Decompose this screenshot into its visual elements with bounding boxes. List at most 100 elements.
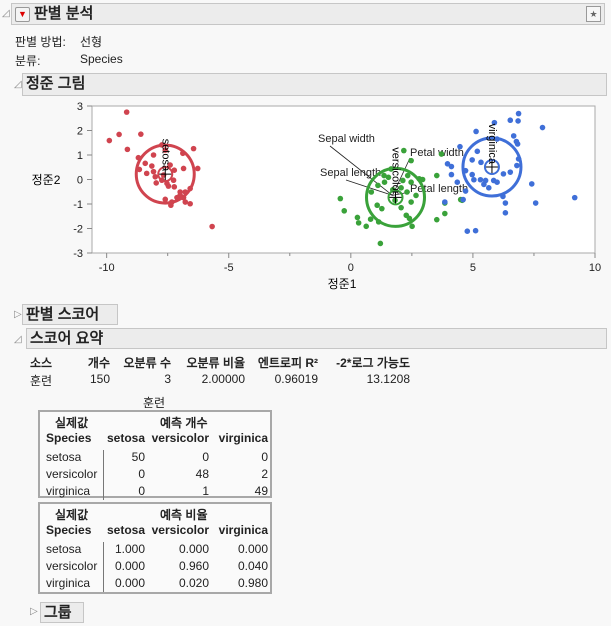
data-point (123, 109, 130, 115)
table-cell: 3 (164, 372, 171, 386)
disclosure-closed-icon[interactable]: ▷ (30, 606, 38, 617)
y-tick-label: -2 (73, 224, 83, 236)
report-header: ▼ 판별 분석 ★ (11, 3, 605, 25)
data-point (171, 184, 178, 190)
canonical-plot-header[interactable]: 정준 그림 (22, 73, 607, 96)
data-point (354, 214, 361, 221)
x-tick-label: 5 (470, 262, 476, 274)
table-cell: 2.00000 (201, 372, 245, 386)
x-tick-label: -5 (224, 262, 234, 274)
data-point (491, 119, 498, 126)
y-tick-label: 1 (77, 150, 83, 162)
count-table: 실제값 예측 개수 Species setosa versicolor virginica… (38, 410, 272, 500)
column-header: 오분류 수 (123, 356, 172, 370)
confidence-ellipse (461, 136, 523, 198)
x-tick-label: -10 (99, 262, 115, 274)
data-point (413, 192, 419, 199)
table-cell: 0.020 (178, 576, 209, 590)
data-point (500, 171, 507, 177)
data-point (442, 199, 448, 205)
data-point (460, 196, 466, 203)
groups-title: 그룹 (44, 604, 72, 621)
score-summary-header[interactable]: 스코어 요약 (26, 328, 607, 349)
confidence-ellipse (365, 166, 427, 228)
groups-header[interactable]: 그룹 (40, 602, 84, 623)
table-cell: 0 (138, 467, 145, 481)
data-point (454, 179, 461, 185)
data-point (375, 182, 381, 189)
column-header: 소스 (30, 356, 53, 370)
discriminant-scores-header[interactable]: 판별 스코어 (22, 304, 118, 325)
mean-circle (387, 189, 404, 206)
data-point (368, 189, 375, 195)
ray-label: Petal width (410, 147, 464, 159)
data-point (478, 159, 484, 166)
data-point (502, 200, 509, 206)
x-tick-label: 10 (589, 262, 601, 274)
data-point (408, 179, 414, 185)
disclosure-open-icon[interactable]: ◿ (14, 334, 22, 345)
data-point (385, 174, 392, 181)
data-point (472, 227, 479, 234)
data-point (507, 117, 514, 124)
bookmark-icon[interactable]: ★ (586, 6, 601, 22)
data-point (404, 172, 411, 179)
data-point (165, 183, 172, 189)
data-point (162, 147, 169, 153)
data-point (400, 177, 406, 184)
data-point (367, 216, 374, 222)
disclosure-closed-icon[interactable]: ▷ (14, 309, 22, 320)
y-axis-label: 정준2 (32, 173, 61, 187)
table-cell: 0.000 (237, 542, 268, 556)
data-point (448, 163, 455, 170)
column-header: setosa (106, 523, 145, 537)
divider (103, 450, 104, 500)
data-point (515, 118, 521, 124)
data-point (419, 176, 426, 183)
data-point (374, 202, 380, 209)
y-tick-label: 2 (77, 126, 83, 138)
data-point (515, 110, 522, 117)
data-point (153, 180, 160, 186)
class-value: Species (80, 52, 123, 66)
group-label: setosa (159, 139, 171, 172)
training-label: 훈련 (143, 396, 166, 410)
row-label: setosa (46, 542, 82, 556)
table-cell: 0.960 (178, 559, 209, 573)
disclosure-open-icon[interactable]: ◿ (2, 8, 10, 19)
data-point (469, 171, 475, 178)
data-point (150, 152, 157, 158)
data-point (442, 210, 448, 217)
predicted-label: 예측 비율 (160, 508, 208, 522)
column-header: 개수 (87, 356, 110, 370)
data-point (539, 124, 546, 131)
score-summary-title: 스코어 요약 (30, 330, 104, 347)
data-point (444, 161, 451, 167)
table-cell: 0 (202, 450, 209, 464)
data-point (448, 171, 455, 178)
data-point (409, 223, 415, 230)
data-point (502, 210, 509, 216)
data-point (190, 145, 197, 152)
table-cell: 0.980 (237, 576, 268, 590)
data-point (473, 128, 479, 135)
red-triangle-menu-icon[interactable]: ▼ (15, 7, 30, 22)
mean-marker (485, 161, 498, 174)
disclosure-open-icon[interactable]: ◿ (14, 79, 22, 90)
ray-label: Petal length (410, 183, 468, 195)
mean-circle (157, 166, 174, 183)
data-point (528, 181, 535, 187)
data-point (398, 185, 404, 191)
data-point (474, 148, 481, 155)
data-point (462, 188, 469, 194)
data-point (433, 172, 440, 179)
data-point (194, 165, 201, 172)
column-header: Species (46, 523, 92, 537)
data-point (485, 185, 492, 191)
y-tick-label: 0 (77, 175, 83, 187)
class-label: 분류: (15, 54, 41, 68)
data-point (433, 216, 440, 223)
table-cell: 0.000 (178, 542, 209, 556)
predicted-label: 예측 개수 (160, 416, 208, 430)
